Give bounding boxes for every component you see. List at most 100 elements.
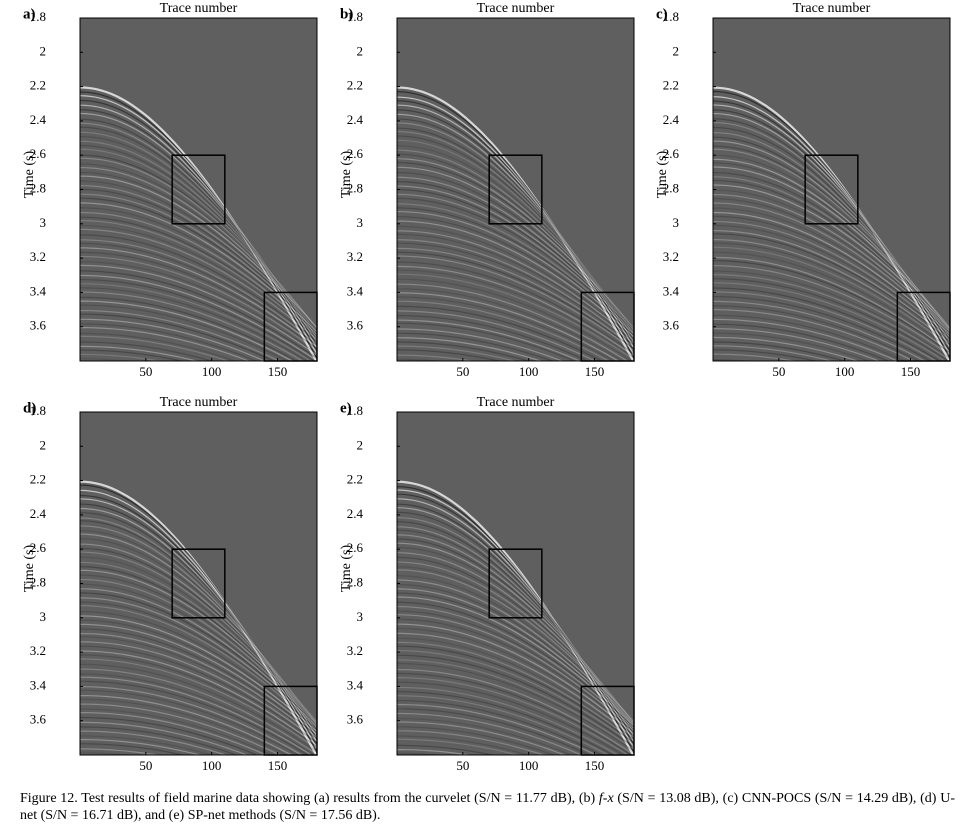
seismic-event	[713, 100, 950, 352]
seismic-event	[80, 197, 317, 332]
seismic-event	[80, 358, 133, 361]
y-tick-label: 2	[357, 437, 364, 452]
seismic-image	[80, 480, 317, 790]
panel: 1.8 2 2.2 2.4 2.6 2.8 3 3.2 3.4 3.6 50 100 150 Trace …	[655, 1, 951, 442]
seismic-event	[397, 493, 634, 746]
seismic-event	[397, 315, 590, 361]
seismic-event	[80, 140, 317, 333]
seismic-event	[397, 122, 634, 339]
seismic-event	[80, 698, 288, 755]
seismic-event	[397, 592, 634, 726]
seismic-event	[713, 378, 950, 429]
seismic-event	[80, 517, 317, 734]
seismic-event	[397, 772, 634, 791]
seismic-event	[397, 166, 634, 329]
seismic-event	[80, 538, 317, 725]
seismic-event	[713, 395, 950, 442]
seismic-event	[397, 614, 634, 732]
seismic-event	[80, 279, 316, 361]
seismic-event	[80, 104, 317, 349]
seismic-event	[80, 748, 161, 755]
y-tick-label: 3.6	[347, 712, 364, 727]
highlight-box	[488, 548, 543, 619]
seismic-event	[713, 282, 946, 361]
panel-label: c)	[656, 6, 668, 22]
seismic-event	[80, 776, 317, 790]
seismic-event	[80, 220, 317, 337]
y-tick-label: 2.8	[30, 180, 46, 195]
seismic-event	[80, 242, 317, 346]
seismic-event	[397, 566, 634, 724]
y-tick-label: 2	[40, 43, 47, 58]
seismic-event	[397, 637, 634, 741]
seismic-event	[713, 242, 950, 346]
seismic-event	[80, 780, 317, 790]
seismic-event	[397, 104, 634, 349]
y-tick-label: 3.2	[663, 249, 679, 264]
seismic-event	[397, 708, 591, 755]
seismic-event	[80, 135, 317, 334]
seismic-event	[397, 726, 556, 755]
seismic-event	[397, 605, 634, 729]
seismic-event	[397, 230, 634, 342]
y-tick-label: 2	[357, 43, 364, 58]
seismic-event	[397, 700, 603, 755]
seismic-event	[80, 323, 258, 361]
seismic-event	[80, 680, 309, 755]
seismic-event	[713, 189, 950, 331]
y-tick-label: 1.8	[347, 403, 363, 418]
seismic-event	[397, 618, 634, 733]
seismic-event	[713, 390, 950, 438]
x-tick-label: 50	[456, 758, 469, 773]
seismic-event	[397, 305, 604, 361]
seismic-event	[80, 605, 317, 729]
seismic-event	[713, 287, 941, 361]
seismic-event	[713, 215, 950, 336]
seismic-event	[397, 189, 634, 330]
seismic-event	[80, 503, 317, 740]
seismic-event	[397, 265, 634, 357]
seismic-event	[80, 283, 312, 361]
y-axis-title: Time (s)	[339, 545, 354, 593]
y-tick-label: 2.4	[30, 112, 47, 127]
seismic-event	[80, 668, 317, 755]
seismic-event	[397, 296, 616, 361]
seismic-event	[397, 145, 634, 332]
y-tick-label: 3.4	[663, 283, 680, 298]
y-tick-label: 3	[357, 609, 364, 624]
y-tick-label: 3.4	[347, 677, 364, 692]
seismic-event	[80, 628, 317, 737]
seismic-event	[80, 645, 317, 744]
seismic-event	[397, 211, 634, 335]
seismic-event	[80, 597, 317, 727]
seismic-event	[80, 533, 317, 726]
seismic-event	[80, 730, 228, 755]
seismic-event	[397, 556, 634, 723]
seismic-event	[80, 772, 317, 790]
plot-background	[80, 18, 317, 361]
seismic-event	[80, 489, 317, 749]
y-tick-label: 1.8	[30, 9, 46, 24]
seismic-event	[80, 654, 317, 748]
seismic-event	[80, 641, 317, 742]
highlight-box	[488, 154, 543, 225]
y-tick-label: 2.2	[347, 78, 363, 93]
highlight-box	[263, 291, 318, 362]
x-tick-label: 150	[268, 758, 288, 773]
x-tick-label: 100	[519, 758, 539, 773]
seismic-event	[397, 601, 634, 729]
seismic-event	[80, 623, 317, 735]
seismic-event	[80, 547, 317, 724]
seismic-event	[80, 211, 317, 335]
y-tick-label: 1.8	[347, 9, 363, 24]
seismic-event	[713, 113, 950, 343]
seismic-event	[80, 251, 317, 350]
y-tick-label: 2.6	[30, 540, 47, 555]
seismic-event	[80, 578, 317, 724]
seismic-event	[397, 118, 634, 341]
seismic-event	[397, 511, 634, 735]
seismic-event	[80, 228, 317, 340]
seismic-event	[713, 341, 847, 361]
seismic-event	[80, 171, 317, 329]
seismic-event	[80, 300, 294, 361]
